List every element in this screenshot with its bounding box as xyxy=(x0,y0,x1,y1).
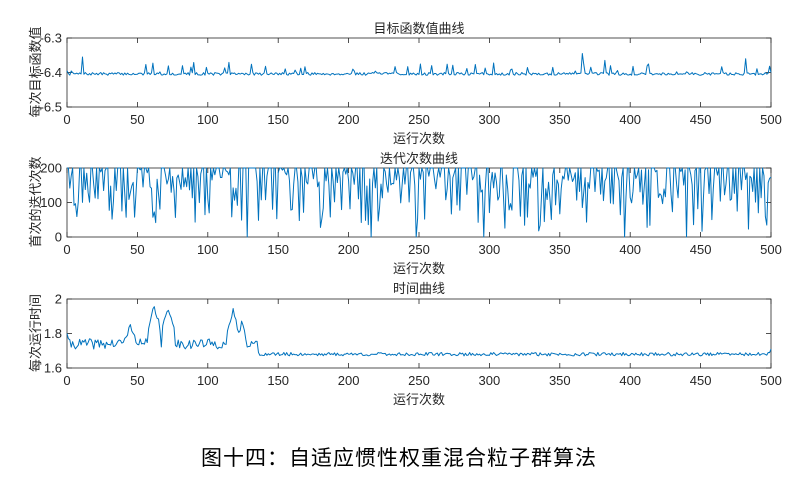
x-axis-label: 运行次数 xyxy=(393,392,445,408)
panel-objective: 目标函数值曲线 0 50 100 150 200 250 300 350 400 450 500 -6… xyxy=(28,21,782,147)
figure-caption: 图十四：自适应惯性权重混合粒子群算法 xyxy=(201,446,597,470)
x-tick-label: 150 xyxy=(267,242,289,257)
x-tick-label: 250 xyxy=(408,112,430,127)
x-tick-label: 450 xyxy=(690,373,712,388)
y-tick-label: 200 xyxy=(40,161,62,176)
x-tick-label: 100 xyxy=(197,112,219,127)
panel-iterations: 迭代次数曲线 0 50 100 150 200 250 300 350 400 450 500 0 10… xyxy=(28,151,782,277)
y-tick-label: 100 xyxy=(40,195,62,210)
y-axis-label: 每次运行时间 xyxy=(28,294,44,372)
x-tick-label: 150 xyxy=(267,373,289,388)
x-tick-label: 50 xyxy=(130,242,144,257)
plot-frame xyxy=(66,298,772,369)
y-tick-label: -6.5 xyxy=(40,100,62,115)
y-tick-label: -6.3 xyxy=(40,31,62,46)
y-tick-label: 0 xyxy=(55,230,62,245)
x-tick-label: 100 xyxy=(197,373,219,388)
x-tick-label: 250 xyxy=(408,373,430,388)
y-tick-label: 2 xyxy=(55,292,62,307)
x-tick-label: 500 xyxy=(760,112,782,127)
x-tick-label: 250 xyxy=(408,242,430,257)
x-tick-label: 50 xyxy=(130,112,144,127)
x-tick-label: 300 xyxy=(479,242,501,257)
y-tick-label: 1.6 xyxy=(44,361,62,376)
x-tick-label: 50 xyxy=(130,373,144,388)
x-tick-label: 0 xyxy=(63,242,70,257)
x-axis-label: 运行次数 xyxy=(393,131,445,147)
series-line xyxy=(66,53,772,76)
x-tick-label: 200 xyxy=(338,242,360,257)
x-tick-label: 350 xyxy=(549,112,571,127)
x-tick-label: 450 xyxy=(690,112,712,127)
x-tick-label: 0 xyxy=(63,112,70,127)
x-tick-label: 400 xyxy=(619,242,641,257)
panel-title: 迭代次数曲线 xyxy=(380,151,458,167)
x-tick-label: 450 xyxy=(690,242,712,257)
y-tick-label: 1.8 xyxy=(44,326,62,341)
x-tick-label: 500 xyxy=(760,242,782,257)
x-tick-label: 300 xyxy=(479,373,501,388)
x-tick-label: 200 xyxy=(338,373,360,388)
x-tick-label: 500 xyxy=(760,373,782,388)
panel-time: 时间曲线 0 50 100 150 200 250 300 350 400 450 500 1.6 1.… xyxy=(28,282,782,408)
x-tick-label: 300 xyxy=(479,112,501,127)
x-axis-label: 运行次数 xyxy=(393,261,445,277)
figure-canvas: 目标函数值曲线 0 50 100 150 200 250 300 350 400 450 500-6… xyxy=(28,21,782,408)
x-tick-label: 350 xyxy=(549,242,571,257)
tick-group: 0 50 100 150 200 250 300 350 400 450 500 -6.3 -6.4 -6… xyxy=(40,31,782,128)
x-tick-label: 400 xyxy=(619,112,641,127)
tick-group: 0 50 100 150 200 250 300 350 400 450 500 0 100 200 xyxy=(40,161,782,258)
panel-title: 时间曲线 xyxy=(393,282,445,297)
x-tick-label: 150 xyxy=(267,112,289,127)
x-tick-label: 350 xyxy=(549,373,571,388)
y-axis-label: 每次目标函数值 xyxy=(28,26,44,117)
x-tick-label: 0 xyxy=(63,373,70,388)
y-tick-label: -6.4 xyxy=(40,65,62,80)
x-tick-label: 400 xyxy=(619,373,641,388)
series-line xyxy=(67,167,772,238)
tick-group: 0 50 100 150 200 250 300 350 400 450 500 1.6 1.8 2 xyxy=(44,292,782,389)
x-tick-label: 100 xyxy=(197,242,219,257)
x-tick-label: 200 xyxy=(338,112,360,127)
series-line xyxy=(66,306,772,357)
y-axis-label: 首次的迭代次数 xyxy=(28,156,44,247)
panel-title: 目标函数值曲线 xyxy=(373,21,464,37)
